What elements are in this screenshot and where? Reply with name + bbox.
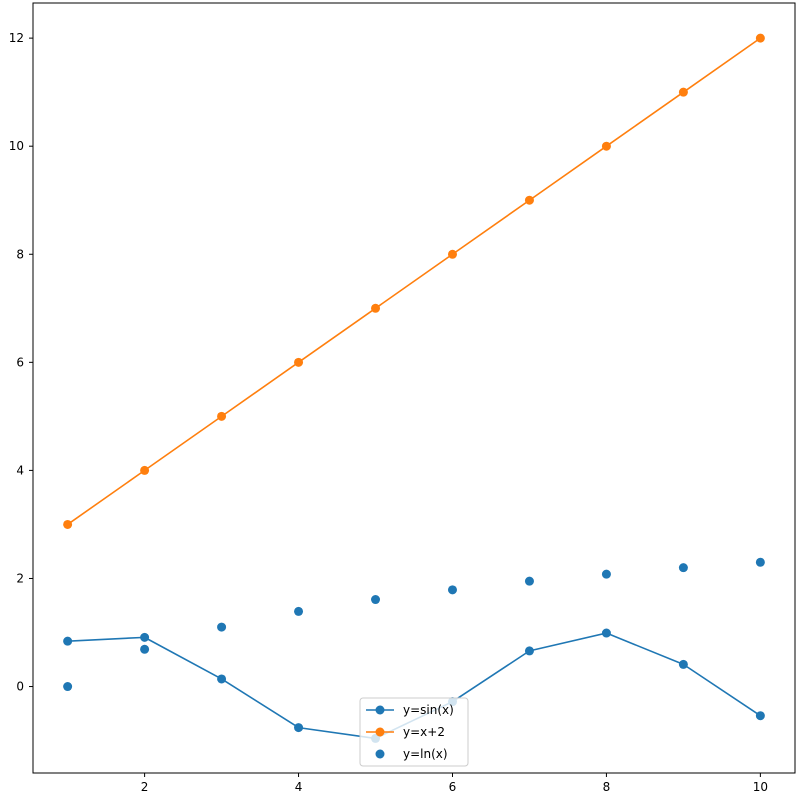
- legend-label: y=x+2: [403, 725, 445, 739]
- data-point: [678, 563, 688, 573]
- y-tick-label: 4: [16, 463, 24, 477]
- legend-label: y=sin(x): [403, 703, 454, 717]
- axes-frame: [32, 2, 796, 774]
- data-point: [524, 195, 534, 205]
- data-point: [755, 33, 765, 43]
- data-point: [140, 632, 150, 642]
- data-point: [524, 576, 534, 586]
- x-tick-label: 6: [449, 780, 457, 794]
- data-point: [678, 659, 688, 669]
- data-point: [447, 585, 457, 595]
- data-point: [294, 606, 304, 616]
- data-point: [601, 141, 611, 151]
- legend-label: y=ln(x): [403, 747, 448, 761]
- y-tick-label: 6: [16, 355, 24, 369]
- data-point: [755, 557, 765, 567]
- legend-marker: [375, 727, 385, 737]
- legend: y=sin(x) y=x+2 y=ln(x): [359, 697, 469, 767]
- data-point: [294, 357, 304, 367]
- data-point: [371, 595, 381, 605]
- data-point: [217, 674, 227, 684]
- legend-marker: [375, 749, 385, 759]
- y-tick-label: 0: [16, 680, 24, 694]
- data-point: [678, 87, 688, 97]
- legend-box: [359, 697, 469, 767]
- data-point: [217, 622, 227, 632]
- x-tick-label: 4: [295, 780, 303, 794]
- x-tick-label: 2: [141, 780, 149, 794]
- y-tick-label: 8: [16, 247, 24, 261]
- data-point: [140, 465, 150, 475]
- x-tick-label: 10: [753, 780, 768, 794]
- y-tick-label: 2: [16, 571, 24, 585]
- data-point: [63, 682, 73, 692]
- y-tick-label: 10: [9, 139, 24, 153]
- data-point: [140, 644, 150, 654]
- data-point: [601, 569, 611, 579]
- data-point: [63, 519, 73, 529]
- axis-ticks: 2 4 6 8 10 0 2 4 6 8 10 12: [9, 31, 768, 794]
- legend-item: y=x+2: [366, 725, 445, 739]
- legend-item: y=ln(x): [375, 747, 448, 761]
- series-1: [63, 33, 765, 529]
- data-point: [217, 411, 227, 421]
- data-point: [294, 723, 304, 733]
- x-tick-label: 8: [603, 780, 611, 794]
- y-tick-label: 12: [9, 31, 24, 45]
- data-point: [63, 636, 73, 646]
- data-point: [447, 249, 457, 259]
- data-point: [755, 711, 765, 721]
- data-point: [601, 628, 611, 638]
- data-point: [524, 646, 534, 656]
- data-point: [371, 303, 381, 313]
- legend-marker: [375, 705, 385, 715]
- series-2: [63, 557, 765, 692]
- legend-item: y=sin(x): [366, 703, 454, 717]
- series-line: [67, 37, 761, 526]
